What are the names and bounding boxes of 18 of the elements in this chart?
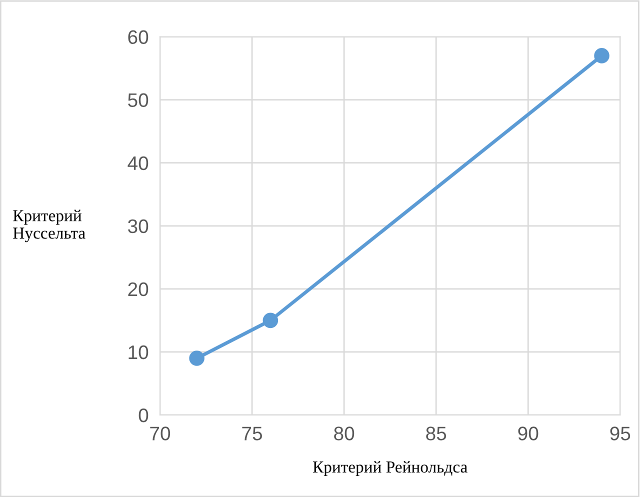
y-tick-label: 10	[128, 345, 148, 360]
x-tick-label: 85	[426, 426, 446, 440]
y-tick-label: 0	[138, 408, 148, 422]
point	[594, 48, 610, 64]
point	[262, 312, 278, 328]
point	[189, 350, 204, 366]
y-axis-title: Критерий Нуссельта	[13, 210, 86, 242]
y-tick-label: 50	[128, 93, 148, 108]
x-tick-label: 90	[518, 426, 538, 440]
y-tick-label: 60	[128, 30, 148, 44]
y-tick-label: 40	[128, 156, 148, 170]
x-tick-label: 80	[334, 426, 354, 440]
y-tick-label: 20	[128, 282, 148, 296]
x-tick-label: 70	[150, 426, 170, 440]
x-tick-label: 95	[610, 426, 630, 440]
x-axis-title: Критерий Рейнольдса	[312, 461, 468, 476]
x-tick-label: 75	[242, 426, 262, 440]
y-tick-label: 30	[128, 219, 148, 234]
